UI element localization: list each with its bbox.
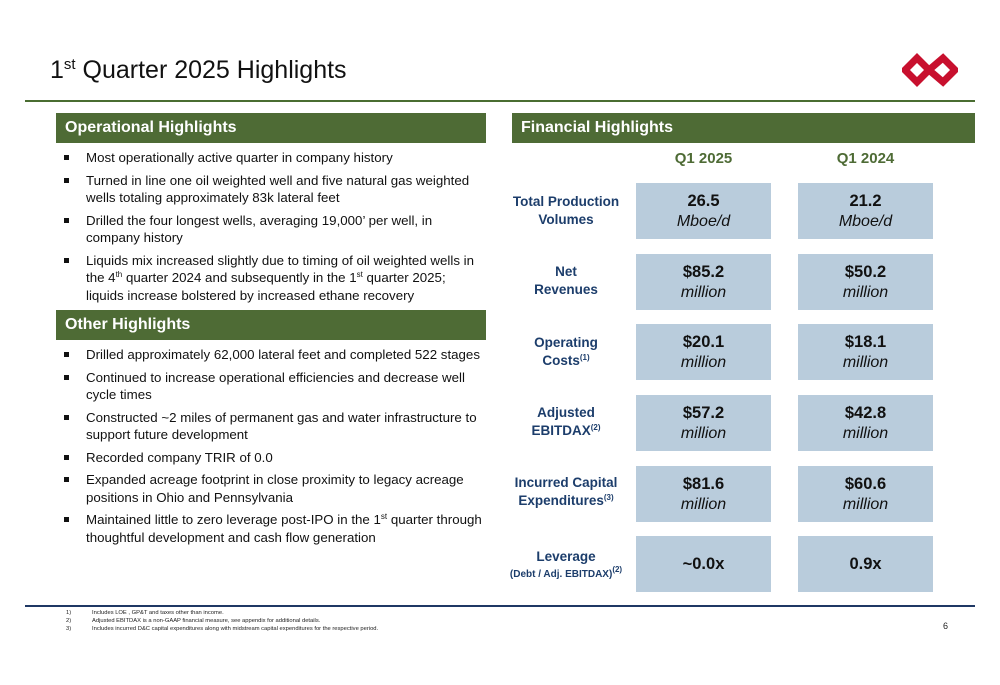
value-box-q1-2024: $60.6 million — [798, 466, 933, 522]
list-item: Most operationally active quarter in com… — [64, 149, 484, 167]
list-item: Continued to increase operational effici… — [64, 369, 484, 404]
page-title: 1st Quarter 2025 Highlights — [50, 56, 347, 84]
footnotes: 1) Includes LOE , GP&T and taxes other th… — [66, 610, 378, 633]
column-header-q1-2024: Q1 2024 — [836, 150, 895, 167]
value-box-q1-2025: $57.2 million — [636, 395, 771, 451]
red-infinity-diamond-logo-icon — [902, 53, 958, 87]
footnote: 1) Includes LOE , GP&T and taxes other th… — [66, 610, 224, 616]
operational-highlights-list: Most operationally active quarter in com… — [64, 149, 484, 309]
list-item: Recorded company TRIR of 0.0 — [64, 449, 484, 467]
row-label-adjusted-ebitdax: Adjusted EBITDAX(2) — [531, 405, 601, 438]
row-label-leverage: Leverage (Debt / Adj. EBITDAX)(2) — [509, 549, 623, 580]
list-item: Expanded acreage footprint in close prox… — [64, 471, 484, 506]
list-item: Turned in line one oil weighted well and… — [64, 172, 484, 207]
value-box-q1-2024: $42.8 million — [798, 395, 933, 451]
value-box-q1-2025: ~0.0x — [636, 536, 771, 592]
operational-highlights-header: Operational Highlights — [56, 113, 486, 143]
value-box-q1-2025: $81.6 million — [636, 466, 771, 522]
row-label-total-production: Total Production Volumes — [512, 194, 620, 227]
footer-divider — [25, 605, 975, 607]
list-item: Drilled the four longest wells, averagin… — [64, 212, 484, 247]
value-box-q1-2024: $18.1 million — [798, 324, 933, 380]
value-box-q1-2024: 0.9x — [798, 536, 933, 592]
value-box-q1-2025: $85.2 million — [636, 254, 771, 310]
title-divider — [25, 100, 975, 102]
value-box-q1-2024: 21.2 Mboe/d — [798, 183, 933, 239]
row-label-operating-costs: Operating Costs(1) — [534, 335, 598, 368]
list-item: Constructed ~2 miles of permanent gas an… — [64, 409, 484, 444]
list-item: Liquids mix increased slightly due to ti… — [64, 252, 484, 305]
list-item: Maintained little to zero leverage post-… — [64, 511, 484, 546]
list-item: Drilled approximately 62,000 lateral fee… — [64, 346, 484, 364]
other-highlights-list: Drilled approximately 62,000 lateral fee… — [64, 346, 484, 551]
footnote: 3) Includes incurred D&C capital expendit… — [66, 625, 379, 632]
value-box-q1-2025: $20.1 million — [636, 324, 771, 380]
value-box-q1-2024: $50.2 million — [798, 254, 933, 310]
column-header-q1-2025: Q1 2025 — [674, 150, 733, 167]
row-label-incurred-capital-expenditures: Incurred Capital Expenditures(3) — [514, 475, 618, 508]
row-label-net-revenues: Net Revenues — [534, 264, 598, 297]
page-number: 6 — [943, 621, 949, 631]
value-box-q1-2025: 26.5 Mboe/d — [636, 183, 771, 239]
financial-highlights-header: Financial Highlights — [512, 113, 975, 143]
other-highlights-header: Other Highlights — [56, 310, 486, 340]
footnote: 2) Adjusted EBITDAX is a non-GAAP financi… — [66, 617, 321, 624]
